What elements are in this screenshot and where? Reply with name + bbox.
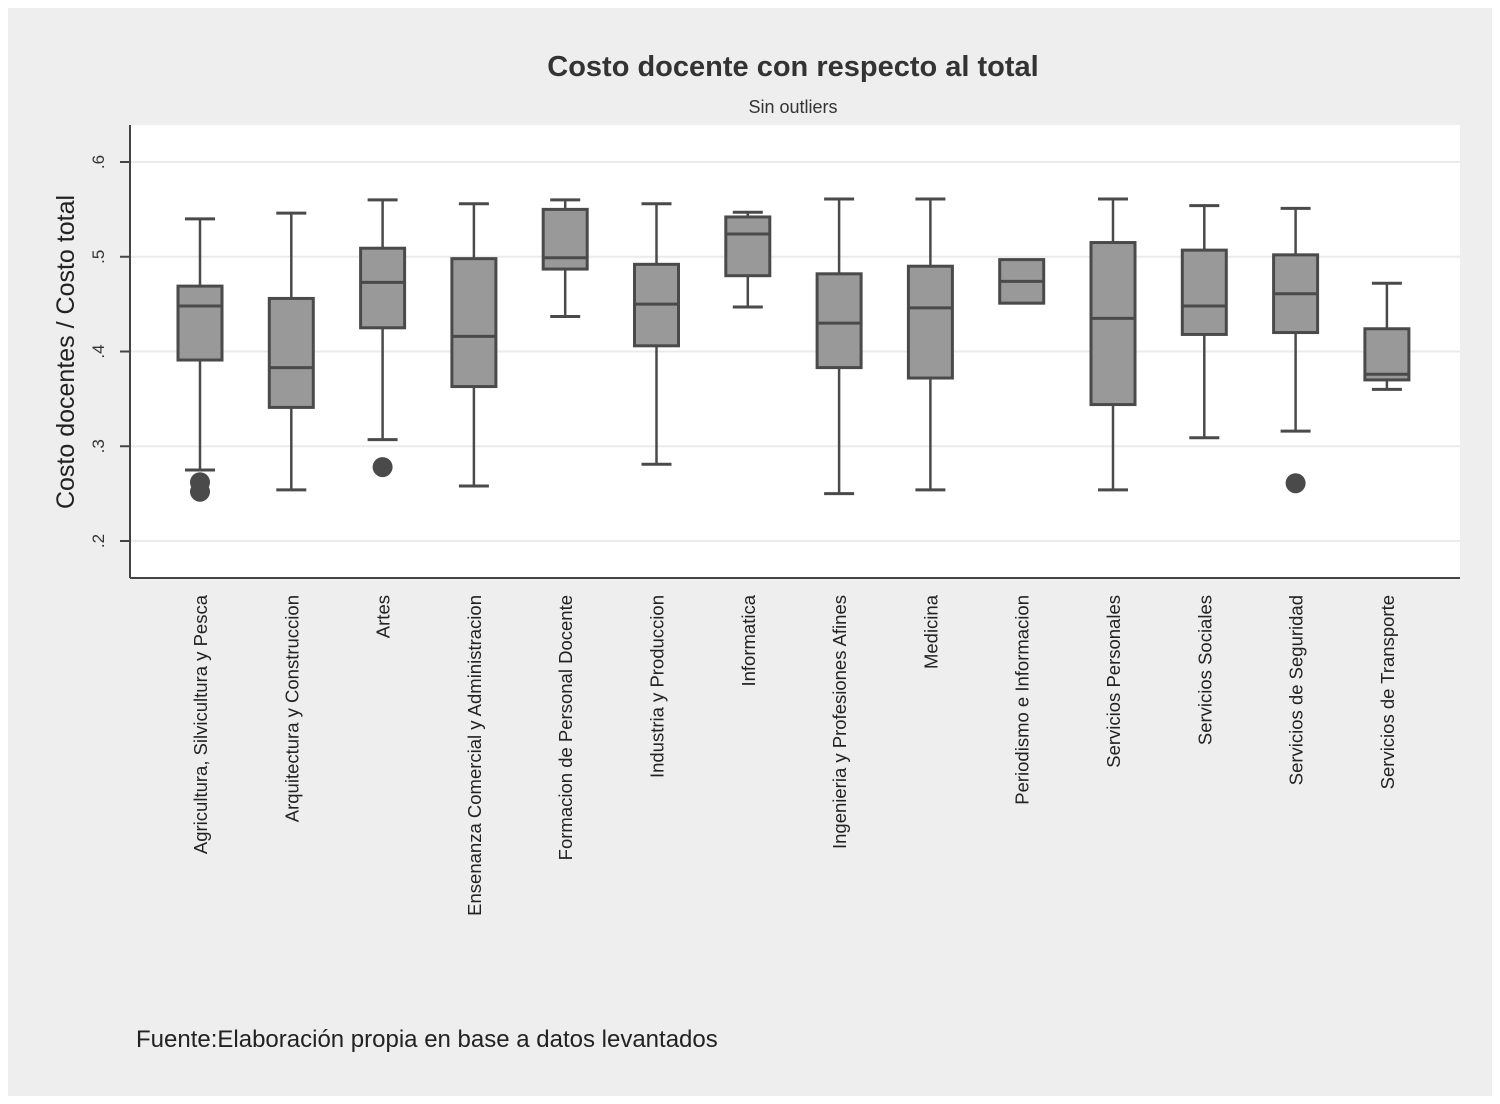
source-note: Fuente:Elaboración propia en base a dato… bbox=[136, 1026, 718, 1053]
box-group bbox=[1180, 204, 1228, 440]
gridlines bbox=[130, 161, 1460, 542]
boxes bbox=[176, 197, 1411, 502]
x-tick-label: Artes bbox=[373, 595, 394, 638]
y-tick-label: .4 bbox=[89, 344, 108, 358]
x-tick-label: Ensenanza Comercial y Administracion bbox=[464, 595, 485, 916]
chart-title: Costo docente con respecto al total bbox=[547, 51, 1038, 83]
x-tick-label: Servicios Personales bbox=[1103, 595, 1124, 768]
x-tick-label: Formacion de Personal Docente bbox=[555, 595, 576, 860]
y-tick-label: .6 bbox=[89, 155, 108, 169]
box-group bbox=[1089, 197, 1137, 492]
x-tick-label: Agricultura, Silvicultura y Pesca bbox=[190, 594, 211, 854]
box-group bbox=[906, 197, 954, 492]
x-tick-label: Servicios de Seguridad bbox=[1286, 595, 1307, 785]
x-tick-label: Ingenieria y Profesiones Afines bbox=[829, 595, 850, 849]
iqr-box bbox=[541, 207, 589, 271]
box-group bbox=[1363, 281, 1411, 391]
box-group bbox=[815, 197, 863, 496]
y-tick-label: .5 bbox=[89, 250, 108, 264]
box-group bbox=[1272, 206, 1320, 494]
iqr-box bbox=[1089, 241, 1137, 407]
x-tick-label: Informatica bbox=[738, 594, 759, 686]
y-tick-label: .2 bbox=[89, 534, 108, 548]
iqr-box bbox=[906, 264, 954, 380]
box-group bbox=[541, 198, 589, 318]
iqr-box bbox=[1180, 248, 1228, 336]
x-tick-label: Industria y Produccion bbox=[647, 595, 668, 778]
y-axis-label: Costo docentes / Costo total bbox=[52, 195, 80, 509]
x-tick-label: Servicios de Transporte bbox=[1377, 595, 1398, 789]
box-group bbox=[724, 210, 772, 309]
outlier-point bbox=[372, 457, 393, 478]
box-group bbox=[267, 211, 315, 492]
box-group bbox=[359, 198, 407, 478]
x-tick-label: Periodismo e Informacion bbox=[1012, 595, 1033, 805]
outlier-point bbox=[1285, 473, 1306, 494]
box-group bbox=[633, 202, 680, 466]
y-axis-ticks: .2 .3 .4 .5 .6 bbox=[89, 155, 130, 548]
iqr-box bbox=[815, 272, 863, 370]
iqr-box bbox=[1363, 327, 1411, 382]
outlier-point bbox=[190, 481, 210, 502]
box-group bbox=[176, 217, 224, 502]
box-group bbox=[998, 258, 1046, 305]
iqr-box bbox=[359, 246, 407, 330]
x-tick-label: Servicios Sociales bbox=[1194, 595, 1215, 745]
y-tick-label: .3 bbox=[89, 439, 108, 453]
iqr-box bbox=[450, 257, 498, 389]
x-tick-label: Medicina bbox=[920, 594, 941, 669]
x-axis-labels: Agricultura, Silvicultura y Pesca Arquite… bbox=[190, 594, 1398, 916]
iqr-box bbox=[724, 215, 772, 278]
box-group bbox=[450, 202, 498, 488]
iqr-box bbox=[267, 296, 315, 409]
chart-subtitle: Sin outliers bbox=[748, 97, 837, 117]
iqr-box bbox=[176, 284, 224, 362]
x-tick-label: Arquitectura y Construccion bbox=[281, 595, 302, 822]
